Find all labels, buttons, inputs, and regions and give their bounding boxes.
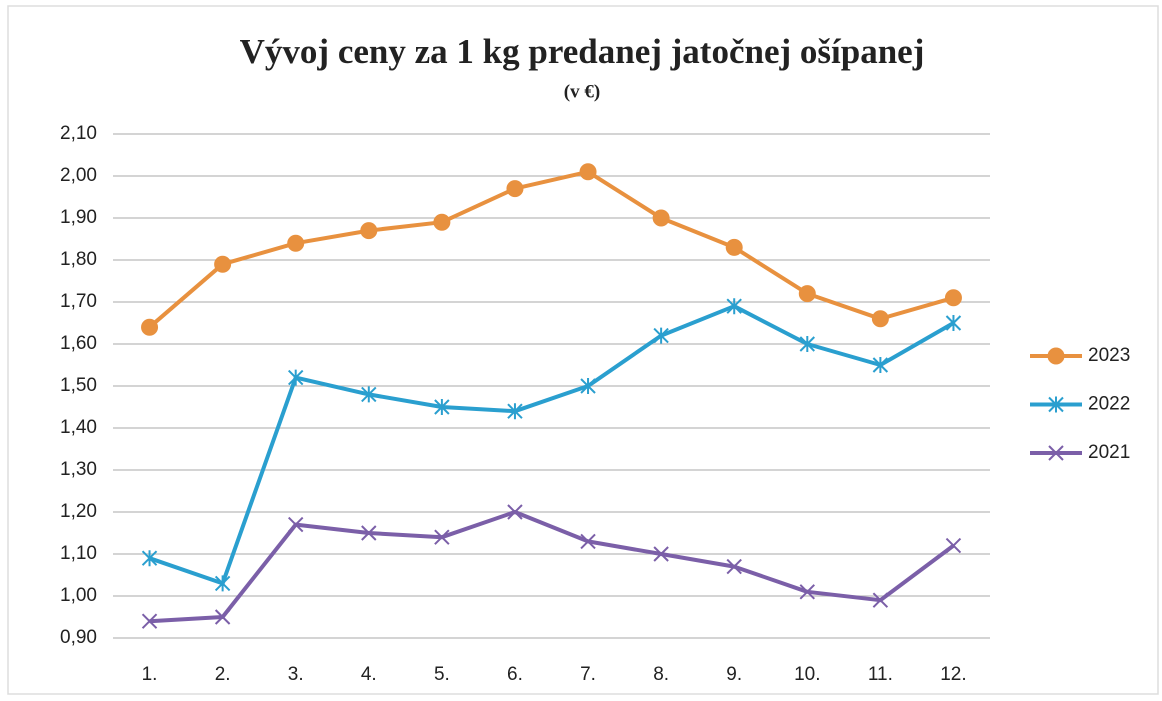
marker — [799, 584, 815, 600]
marker — [798, 285, 816, 303]
marker — [141, 613, 158, 629]
y-tick-label: 1,30 — [60, 459, 97, 480]
marker — [653, 546, 669, 562]
x-tick-label: 11. — [868, 664, 893, 685]
x-tick-label: 12. — [940, 664, 966, 685]
marker — [214, 575, 231, 592]
marker — [434, 399, 450, 415]
x-tick-label: 8. — [653, 664, 669, 685]
x-tick-label: 6. — [507, 664, 523, 685]
marker — [944, 289, 962, 307]
legend-label: 2021 — [1088, 442, 1130, 463]
marker — [214, 255, 232, 273]
y-tick-label: 1,00 — [60, 585, 97, 606]
y-tick-label: 1,40 — [60, 417, 97, 438]
marker — [725, 238, 743, 256]
y-tick-label: 1,80 — [60, 249, 97, 270]
y-tick-label: 1,90 — [60, 207, 97, 228]
chart-subtitle: (v €) — [564, 81, 600, 102]
y-tick-label: 1,20 — [60, 501, 97, 522]
marker — [1048, 445, 1064, 461]
y-tick-label: 1,60 — [60, 333, 97, 354]
x-tick-label: 1. — [142, 664, 158, 685]
x-tick-label: 2. — [215, 664, 231, 685]
marker — [360, 222, 378, 240]
marker — [214, 609, 231, 625]
marker — [799, 336, 815, 352]
marker — [945, 315, 962, 331]
y-tick-label: 1,70 — [60, 291, 97, 312]
legend-label: 2023 — [1088, 345, 1130, 366]
x-tick-label: 10. — [794, 664, 820, 685]
marker — [871, 310, 889, 328]
marker — [288, 369, 304, 386]
marker — [288, 516, 304, 533]
marker — [726, 298, 742, 315]
marker — [361, 525, 377, 541]
legend-label: 2022 — [1088, 394, 1130, 415]
marker — [433, 213, 451, 231]
chart-title: Vývoj ceny za 1 kg predanej jatočnej oší… — [240, 32, 925, 71]
x-tick-label: 5. — [434, 664, 450, 685]
marker — [652, 209, 670, 227]
marker — [945, 537, 962, 554]
marker — [507, 403, 523, 420]
series-line — [149, 510, 955, 624]
marker — [1048, 396, 1064, 413]
x-tick-label: 9. — [726, 664, 742, 685]
y-tick-label: 1,10 — [60, 543, 97, 564]
frame — [7, 5, 1159, 695]
marker — [872, 357, 889, 373]
marker — [361, 386, 377, 403]
marker — [653, 327, 669, 344]
y-tick-label: 1,50 — [60, 375, 97, 396]
x-tick-label: 4. — [361, 664, 377, 685]
marker — [287, 234, 305, 252]
marker — [434, 529, 450, 545]
series-line — [148, 169, 955, 329]
y-tick-label: 2,10 — [60, 123, 97, 144]
x-tick-label: 7. — [580, 664, 596, 685]
marker — [579, 163, 597, 181]
marker — [580, 378, 596, 394]
marker — [580, 533, 596, 550]
y-tick-label: 2,00 — [60, 165, 97, 186]
marker — [507, 504, 523, 520]
marker — [1047, 347, 1065, 365]
marker — [726, 558, 742, 575]
marker — [141, 550, 158, 567]
series-line — [148, 304, 955, 586]
marker — [506, 180, 524, 198]
marker — [141, 318, 159, 336]
y-tick-label: 0,90 — [60, 627, 97, 648]
x-tick-label: 3. — [288, 664, 304, 685]
marker — [872, 592, 889, 608]
